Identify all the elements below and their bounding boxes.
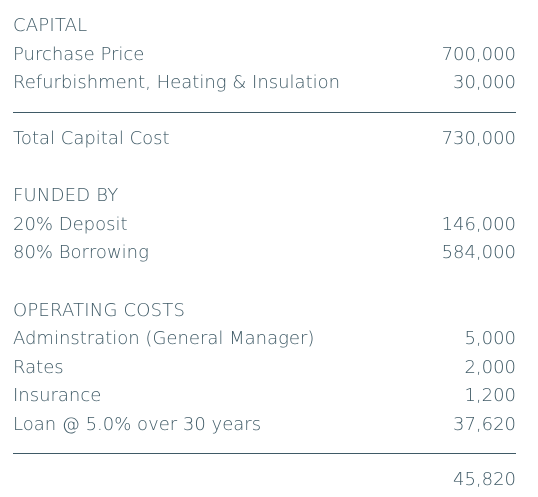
row-value: 1,200 [464, 385, 516, 406]
row-value: 5,000 [464, 328, 516, 349]
operating-row-loan: Loan @ 5.0% over 30 years 37,620 [13, 411, 516, 440]
funded-by-heading: FUNDED BY [13, 185, 119, 206]
funded-row-deposit: 20% Deposit 146,000 [13, 211, 516, 240]
row-value: 2,000 [464, 356, 516, 378]
row-label: 80% Borrowing [13, 242, 149, 263]
capital-row-purchase-price: Purchase Price 700,000 [13, 41, 516, 70]
row-value: 146,000 [441, 213, 516, 235]
total-value: 45,820 [453, 469, 516, 490]
row-label: 20% Deposit [13, 213, 128, 235]
operating-costs-heading: OPERATING COSTS [13, 299, 186, 321]
operating-row-rates: Rates 2,000 [13, 354, 516, 383]
capital-heading: CAPITAL [13, 15, 88, 36]
row-label: Refurbishment, Heating & Insulation [13, 72, 341, 93]
financial-summary: CAPITAL Purchase Price 700,000 Refurbish… [13, 12, 516, 495]
section-gap [13, 153, 516, 182]
row-value: 584,000 [441, 242, 516, 263]
operating-row-administration: Adminstration (General Manager) 5,000 [13, 325, 516, 354]
row-label: Insurance [13, 385, 102, 406]
capital-row-refurbishment: Refurbishment, Heating & Insulation 30,0… [13, 69, 516, 98]
operating-total-row: 45,820 [13, 466, 516, 495]
row-label: Loan @ 5.0% over 30 years [13, 413, 262, 435]
section-gap [13, 268, 516, 297]
operating-row-insurance: Insurance 1,200 [13, 382, 516, 411]
row-label: Rates [13, 356, 64, 378]
row-value: 30,000 [453, 72, 516, 93]
total-label: Total Capital Cost [13, 127, 170, 149]
capital-divider [13, 111, 516, 113]
row-label: Adminstration (General Manager) [13, 328, 315, 349]
funded-row-borrowing: 80% Borrowing 584,000 [13, 239, 516, 268]
row-value: 700,000 [441, 43, 516, 65]
total-value: 730,000 [441, 127, 516, 149]
capital-total-row: Total Capital Cost 730,000 [13, 125, 516, 154]
row-label: Purchase Price [13, 43, 145, 65]
operating-divider [13, 453, 516, 454]
row-value: 37,620 [453, 413, 516, 435]
